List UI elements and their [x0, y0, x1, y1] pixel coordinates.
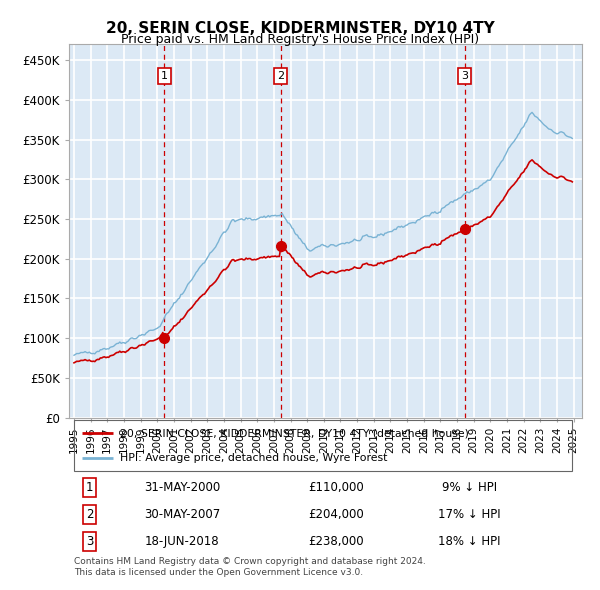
Text: This data is licensed under the Open Government Licence v3.0.: This data is licensed under the Open Gov… — [74, 568, 363, 577]
Text: 18-JUN-2018: 18-JUN-2018 — [145, 535, 219, 548]
Text: 3: 3 — [461, 71, 468, 81]
Text: Contains HM Land Registry data © Crown copyright and database right 2024.: Contains HM Land Registry data © Crown c… — [74, 557, 426, 566]
Text: 1: 1 — [86, 481, 93, 494]
Text: 20, SERIN CLOSE, KIDDERMINSTER, DY10 4TY (detached house): 20, SERIN CLOSE, KIDDERMINSTER, DY10 4TY… — [121, 428, 469, 438]
Text: 9% ↓ HPI: 9% ↓ HPI — [442, 481, 497, 494]
Text: 31-MAY-2000: 31-MAY-2000 — [144, 481, 220, 494]
Text: 2: 2 — [86, 508, 93, 521]
Text: 20, SERIN CLOSE, KIDDERMINSTER, DY10 4TY: 20, SERIN CLOSE, KIDDERMINSTER, DY10 4TY — [106, 21, 494, 35]
Text: 17% ↓ HPI: 17% ↓ HPI — [438, 508, 500, 521]
Text: Price paid vs. HM Land Registry's House Price Index (HPI): Price paid vs. HM Land Registry's House … — [121, 33, 479, 46]
Text: 18% ↓ HPI: 18% ↓ HPI — [438, 535, 500, 548]
Text: 1: 1 — [161, 71, 167, 81]
Text: 3: 3 — [86, 535, 93, 548]
Text: 30-MAY-2007: 30-MAY-2007 — [144, 508, 220, 521]
Text: 2: 2 — [277, 71, 284, 81]
Text: £204,000: £204,000 — [308, 508, 364, 521]
Text: £110,000: £110,000 — [308, 481, 364, 494]
Text: £238,000: £238,000 — [308, 535, 364, 548]
Text: HPI: Average price, detached house, Wyre Forest: HPI: Average price, detached house, Wyre… — [121, 453, 388, 463]
